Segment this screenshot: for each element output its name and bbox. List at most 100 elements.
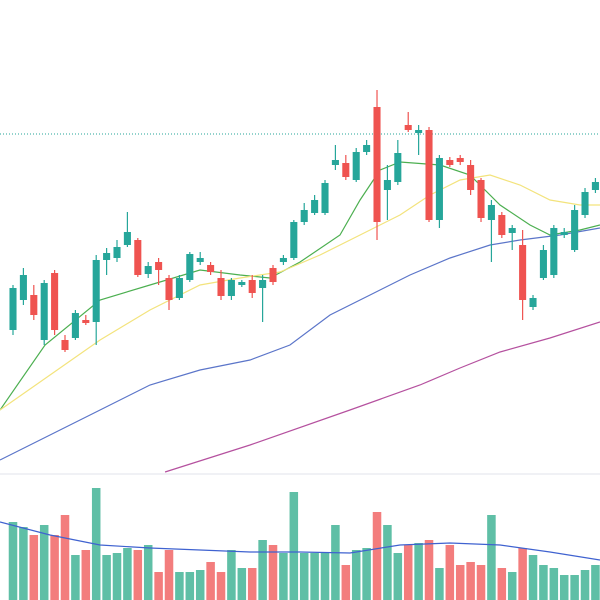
volume-bar	[476, 565, 486, 600]
candle-body	[467, 165, 475, 190]
candle-body	[404, 125, 412, 130]
candle-body	[259, 280, 267, 288]
volume-bar	[497, 568, 507, 600]
volume-bar	[591, 565, 600, 600]
volume-bar	[50, 535, 59, 600]
volume-bar	[185, 572, 195, 600]
volume-bar	[143, 545, 153, 600]
candle-body	[571, 210, 579, 250]
volume-panel	[0, 488, 600, 600]
volume-bar	[445, 545, 455, 600]
volume-bar	[559, 575, 569, 600]
moving-average-line	[0, 161, 600, 411]
volume-bar	[81, 550, 91, 600]
volume-bar	[549, 568, 559, 600]
candle-body	[435, 158, 443, 220]
candle-body	[51, 273, 59, 330]
volume-bar	[164, 550, 174, 600]
volume-bar	[518, 548, 527, 600]
volume-bar	[258, 540, 267, 600]
candle-body	[394, 153, 402, 182]
candle-body	[217, 278, 225, 296]
volume-bar	[237, 568, 247, 600]
volume-bar	[247, 568, 257, 600]
candle-body	[383, 180, 391, 190]
volume-bar	[8, 522, 18, 600]
candle-body	[539, 250, 547, 278]
volume-bar	[414, 543, 423, 600]
candle-body	[550, 228, 558, 275]
volume-bar	[507, 572, 517, 600]
volume-bar	[539, 565, 548, 600]
candle-body	[175, 278, 183, 298]
candle-body	[529, 298, 537, 307]
candle-body	[508, 228, 516, 233]
candle-body	[207, 265, 215, 272]
moving-average-line	[0, 227, 600, 461]
candle-body	[155, 262, 163, 270]
volume-bar	[60, 515, 70, 600]
volume-bar	[19, 527, 28, 600]
volume-bar	[331, 525, 340, 600]
candle-body	[134, 240, 142, 275]
volume-bar	[528, 555, 538, 600]
candle-body	[196, 258, 204, 262]
volume-bar	[351, 550, 361, 600]
candle-body	[290, 222, 298, 258]
candle-body	[311, 200, 319, 213]
volume-bar	[393, 553, 403, 600]
volume-bar	[320, 553, 330, 600]
candle-body	[487, 205, 495, 220]
volume-bar	[455, 565, 465, 600]
volume-bar	[403, 545, 413, 600]
candle-body	[61, 340, 69, 350]
candle-body	[103, 253, 111, 260]
moving-average-line	[0, 521, 600, 561]
volume-bar	[216, 572, 226, 600]
candle-body	[144, 266, 152, 274]
volume-bar	[29, 535, 39, 600]
volume-bar	[435, 568, 444, 600]
price-panel	[0, 90, 600, 473]
moving-average-line	[0, 174, 600, 411]
volume-bar	[570, 575, 579, 600]
volume-bar	[372, 512, 382, 600]
volume-bar	[206, 562, 215, 600]
volume-bar	[227, 550, 236, 600]
candle-body	[92, 260, 100, 322]
candle-body	[9, 288, 17, 330]
volume-bar	[383, 525, 392, 600]
candle-body	[415, 130, 423, 133]
volume-bar	[580, 570, 590, 600]
candle-body	[71, 313, 79, 338]
candle-body	[19, 275, 27, 300]
candle-body	[123, 232, 131, 245]
candle-body	[165, 278, 173, 300]
volume-bar	[154, 572, 163, 600]
volume-bar	[268, 545, 278, 600]
candle-body	[456, 158, 464, 162]
candle-body	[477, 180, 485, 218]
candle-body	[248, 280, 256, 293]
candle-body	[498, 215, 506, 235]
volume-bar	[123, 548, 132, 600]
candle-body	[331, 160, 339, 165]
volume-bar	[424, 540, 434, 600]
volume-bar	[112, 553, 122, 600]
volume-bar	[466, 562, 475, 600]
candle-body	[591, 182, 599, 190]
volume-bar	[279, 553, 288, 600]
volume-bar	[362, 548, 371, 600]
candle-body	[30, 295, 38, 315]
volume-bar	[71, 555, 80, 600]
candle-body	[446, 160, 454, 165]
candle-body	[227, 280, 235, 296]
volume-bar	[341, 565, 351, 600]
candle-body	[425, 130, 433, 220]
candle-body	[238, 282, 246, 285]
moving-average-line	[164, 321, 600, 473]
candle-body	[186, 254, 194, 280]
volume-bar	[299, 553, 309, 600]
volume-bar	[133, 550, 143, 600]
